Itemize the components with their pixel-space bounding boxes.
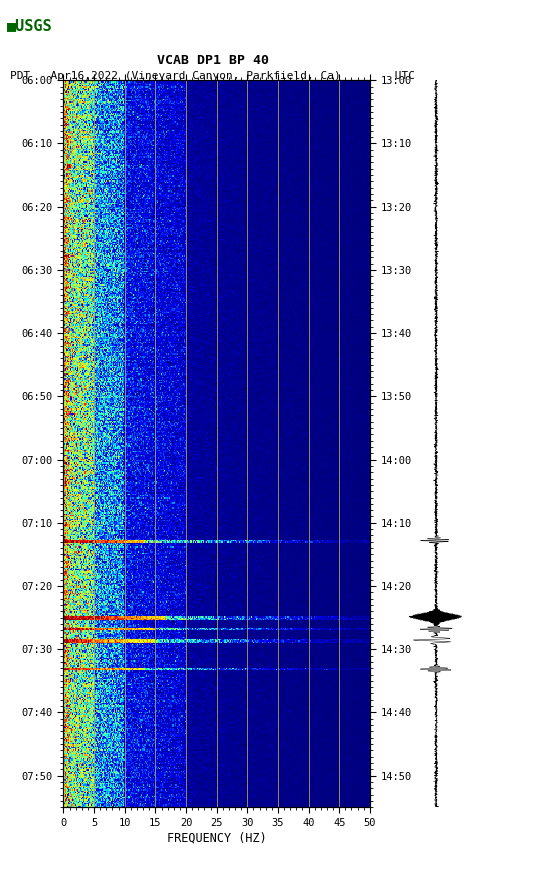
Text: PDT   Apr16,2022 (Vineyard Canyon, Parkfield, Ca)        UTC: PDT Apr16,2022 (Vineyard Canyon, Parkfie… [10,70,415,81]
X-axis label: FREQUENCY (HZ): FREQUENCY (HZ) [167,832,267,845]
Text: VCAB DP1 BP 40: VCAB DP1 BP 40 [157,54,268,67]
Text: ■USGS: ■USGS [7,18,53,33]
